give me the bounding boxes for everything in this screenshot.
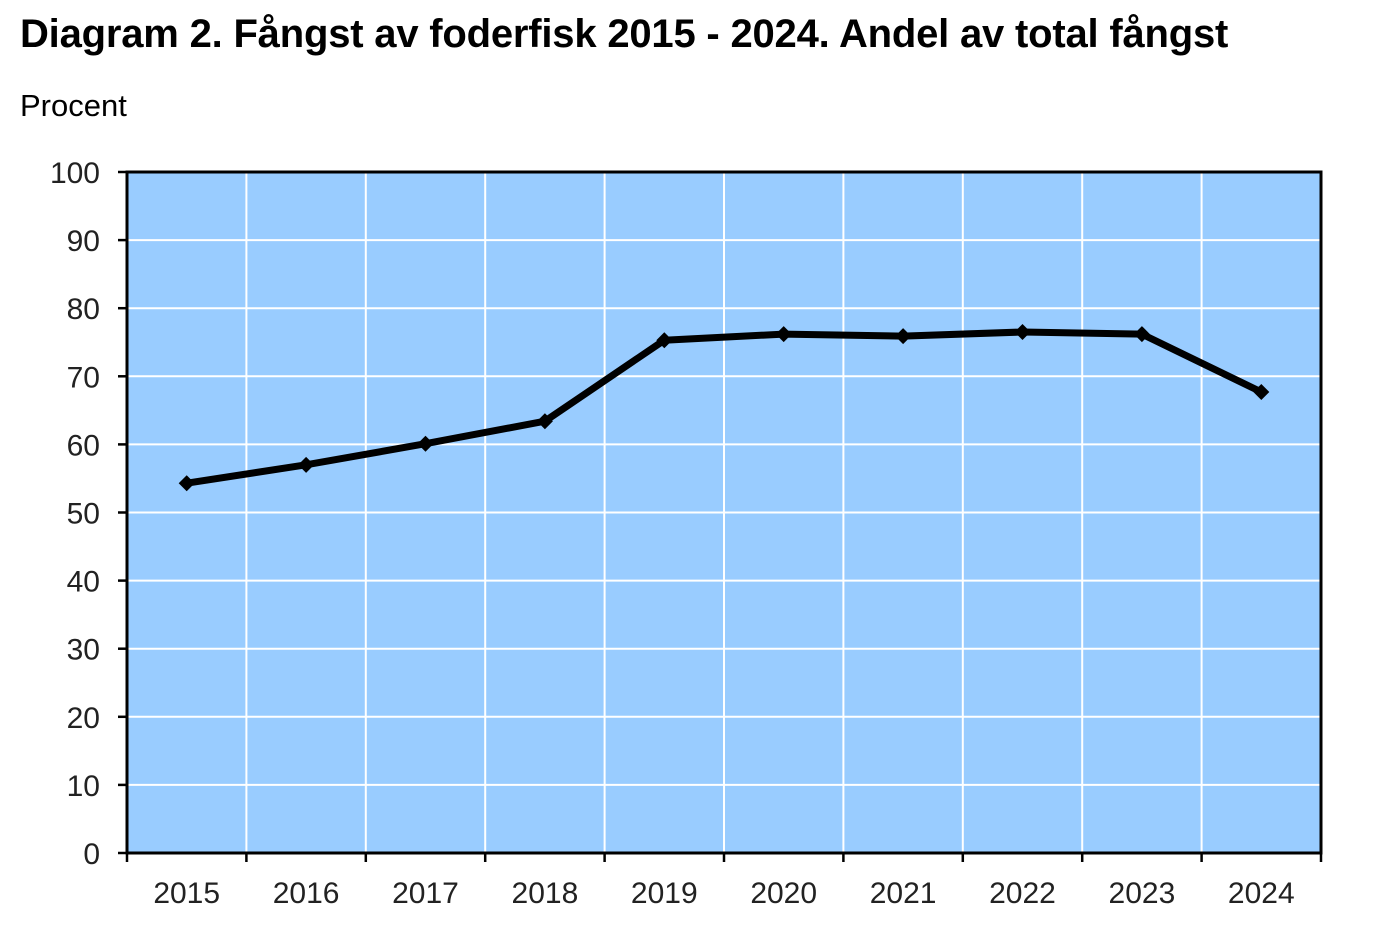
data-point-2015 [178,475,195,492]
x-tick-label-2020: 2020 [750,877,817,910]
y-tick-label-30: 30 [67,634,100,667]
data-point-2024 [1253,383,1270,400]
data-point-2016 [298,456,315,473]
x-tick-label-2022: 2022 [989,877,1056,910]
series-line-0 [183,328,1265,487]
y-tick-label-80: 80 [67,293,100,326]
x-tick-labels: 2015 2016 2017 2018 2019 2020 2021 2022 2023 2024 [153,877,1294,910]
y-tick-label-50: 50 [67,498,100,531]
y-tick-label-20: 20 [67,702,100,735]
gridlines [127,172,1321,853]
x-tick-label-2018: 2018 [512,877,579,910]
y-tick-label-0: 0 [83,838,100,871]
y-axis-label: Procent [20,88,127,123]
data-point-2021 [895,328,912,345]
data-point-2023 [1133,326,1150,343]
data-point-2020 [775,326,792,343]
chart-title: Diagram 2. Fångst av foderfisk 2015 - 20… [20,12,1229,56]
x-tick-label-2015: 2015 [153,877,220,910]
data-point-2017 [417,435,434,452]
x-tick-label-2021: 2021 [870,877,937,910]
x-tick-label-2019: 2019 [631,877,698,910]
y-tick-label-100: 100 [50,157,100,190]
series-layer [178,324,1270,492]
data-point-2019 [656,332,673,349]
x-tick-label-2024: 2024 [1228,877,1295,910]
axes [118,170,1323,862]
data-point-2022 [1014,324,1031,341]
data-point-2018 [536,413,553,430]
x-tick-label-2017: 2017 [392,877,459,910]
y-tick-label-60: 60 [67,429,100,462]
x-tick-label-2023: 2023 [1109,877,1176,910]
y-tick-labels: 0 10 20 30 40 50 60 70 80 90 100 [50,157,100,871]
y-tick-label-40: 40 [67,566,100,599]
y-tick-label-10: 10 [67,770,100,803]
y-tick-label-90: 90 [67,225,100,258]
y-tick-label-70: 70 [67,361,100,394]
x-tick-label-2016: 2016 [273,877,340,910]
